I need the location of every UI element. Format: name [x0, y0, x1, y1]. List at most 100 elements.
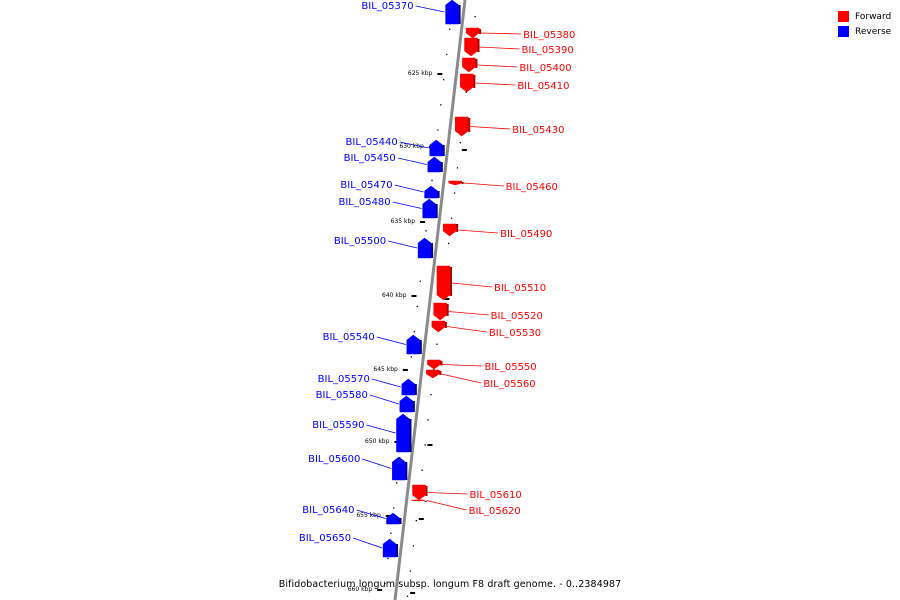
gene-bil-05380[interactable]: BIL_05380 [465, 27, 575, 41]
gene-arrow[interactable] [406, 334, 421, 355]
gene-bil-05490[interactable]: BIL_05490 [442, 223, 552, 240]
gene-leader-line [415, 5, 445, 13]
scale-tick-label: 630 kbp [399, 143, 424, 150]
gene-arrow[interactable] [460, 73, 474, 93]
gene-arrow[interactable] [424, 185, 438, 199]
gene-arrow[interactable] [412, 484, 426, 501]
gene-label[interactable]: BIL_05390 [522, 45, 574, 56]
gene-arrow[interactable] [417, 237, 432, 259]
gene-arrow[interactable] [464, 37, 478, 57]
gene-arrow[interactable] [422, 198, 436, 219]
gene-arrow[interactable] [427, 359, 441, 370]
gene-label[interactable]: BIL_05430 [512, 125, 564, 136]
gene-bil-05370[interactable]: BIL_05370 [361, 0, 461, 25]
minor-tick [421, 469, 423, 471]
gene-label[interactable]: BIL_05560 [483, 379, 535, 390]
legend-label-forward: Forward [855, 11, 892, 22]
gene-arrow[interactable] [429, 139, 443, 157]
gene-bil-05560[interactable]: BIL_05560 [426, 369, 536, 390]
gene-label[interactable]: BIL_05570 [318, 374, 370, 385]
genes: BIL_05370 BIL_05380 BIL_05390 BIL_05400 BIL_… [299, 0, 575, 558]
gene-arrow[interactable] [433, 302, 447, 321]
gene-label[interactable]: BIL_05520 [491, 311, 543, 322]
gene-label[interactable]: BIL_05650 [299, 533, 351, 544]
gene-arrow[interactable] [427, 156, 442, 173]
gene-arrow-shade [414, 384, 417, 395]
gene-arrow-shade [431, 243, 434, 258]
gene-label[interactable]: BIL_05610 [470, 490, 522, 501]
gene-arrow[interactable] [386, 512, 400, 525]
gene-label[interactable]: BIL_05620 [469, 506, 521, 517]
gene-bil-05570[interactable]: BIL_05570 [318, 374, 417, 396]
gene-bil-05540[interactable]: BIL_05540 [323, 332, 422, 355]
gene-arrow[interactable] [411, 499, 425, 502]
gene-bil-05610[interactable]: BIL_05610 [412, 484, 522, 501]
gene-bil-05480[interactable]: BIL_05480 [338, 197, 438, 219]
gene-label[interactable]: BIL_05380 [523, 30, 575, 41]
gene-label[interactable]: BIL_05530 [489, 328, 541, 339]
gene-arrow[interactable] [442, 223, 457, 237]
gene-arrow[interactable] [426, 369, 440, 379]
gene-label[interactable]: BIL_05500 [334, 236, 386, 247]
gene-label[interactable]: BIL_05450 [344, 153, 396, 164]
gene-bil-05400[interactable]: BIL_05400 [462, 57, 572, 74]
gene-label[interactable]: BIL_05600 [308, 454, 360, 465]
gene-label[interactable]: BIL_05540 [323, 332, 375, 343]
gene-bil-05620[interactable]: BIL_05620 [411, 499, 521, 517]
gene-bil-05510[interactable]: BIL_05510 [436, 265, 546, 301]
gene-arrow[interactable] [445, 0, 459, 25]
gene-arrow-shade [409, 419, 412, 452]
minor-tick [448, 28, 451, 30]
gene-bil-05590[interactable]: BIL_05590 [312, 413, 412, 453]
gene-label[interactable]: BIL_05590 [312, 420, 364, 431]
gene-bil-05390[interactable]: BIL_05390 [464, 37, 574, 57]
gene-bil-05460[interactable]: BIL_05460 [448, 180, 558, 193]
gene-bil-05430[interactable]: BIL_05430 [454, 116, 564, 137]
gene-label[interactable]: BIL_05580 [316, 390, 368, 401]
gene-arrow[interactable] [465, 27, 480, 39]
gene-label[interactable]: BIL_05470 [340, 180, 392, 191]
gene-label[interactable]: BIL_05640 [302, 505, 354, 516]
gene-label[interactable]: BIL_05550 [484, 362, 536, 373]
gene-label[interactable]: BIL_05460 [506, 182, 558, 193]
gene-bil-05470[interactable]: BIL_05470 [340, 180, 440, 199]
gene-arrow[interactable] [462, 57, 476, 73]
gene-arrow[interactable] [436, 265, 451, 301]
gene-bil-05530[interactable]: BIL_05530 [431, 320, 541, 339]
gene-bil-05640[interactable]: BIL_05640 [302, 505, 402, 525]
gene-bil-05450[interactable]: BIL_05450 [344, 153, 443, 173]
gene-bil-05410[interactable]: BIL_05410 [460, 73, 570, 93]
gene-arrow-shade [419, 340, 422, 354]
gene-arrow-shade [475, 59, 478, 68]
gene-label[interactable]: BIL_05510 [494, 283, 546, 294]
gene-label[interactable]: BIL_05440 [346, 137, 398, 148]
gene-arrow[interactable] [401, 378, 416, 396]
scale-tick-label: 660 kbp [348, 586, 373, 593]
gene-arrow[interactable] [431, 320, 446, 333]
gene-bil-05440[interactable]: BIL_05440 [346, 137, 445, 157]
gene-bil-05500[interactable]: BIL_05500 [334, 236, 434, 259]
gene-bil-05600[interactable]: BIL_05600 [308, 454, 408, 481]
gene-label[interactable]: BIL_05490 [500, 229, 552, 240]
gene-arrow-shade [405, 462, 408, 480]
gene-arrow[interactable] [448, 180, 462, 186]
gene-arrow[interactable] [396, 413, 410, 453]
minor-tick [431, 179, 433, 182]
gene-label[interactable]: BIL_05410 [517, 81, 569, 92]
scale-tick-label: 655 kbp [356, 512, 381, 519]
scale-ticks: 625 kbp 630 kbp 635 kbp 640 kbp 645 kbp 650 k… [348, 70, 476, 594]
gene-arrow[interactable] [382, 538, 397, 558]
gene-label[interactable]: BIL_05480 [338, 197, 390, 208]
minor-tick [424, 444, 426, 446]
gene-label[interactable]: BIL_05400 [519, 63, 571, 74]
gene-arrow[interactable] [392, 456, 406, 481]
gene-bil-05650[interactable]: BIL_05650 [299, 533, 399, 558]
gene-arrow[interactable] [454, 116, 469, 137]
minor-tick [415, 520, 417, 522]
gene-bil-05580[interactable]: BIL_05580 [316, 390, 415, 413]
gene-label[interactable]: BIL_05370 [361, 1, 413, 12]
gene-arrow[interactable] [399, 395, 414, 413]
gene-bil-05550[interactable]: BIL_05550 [427, 359, 537, 373]
gene-bil-05520[interactable]: BIL_05520 [433, 302, 543, 322]
